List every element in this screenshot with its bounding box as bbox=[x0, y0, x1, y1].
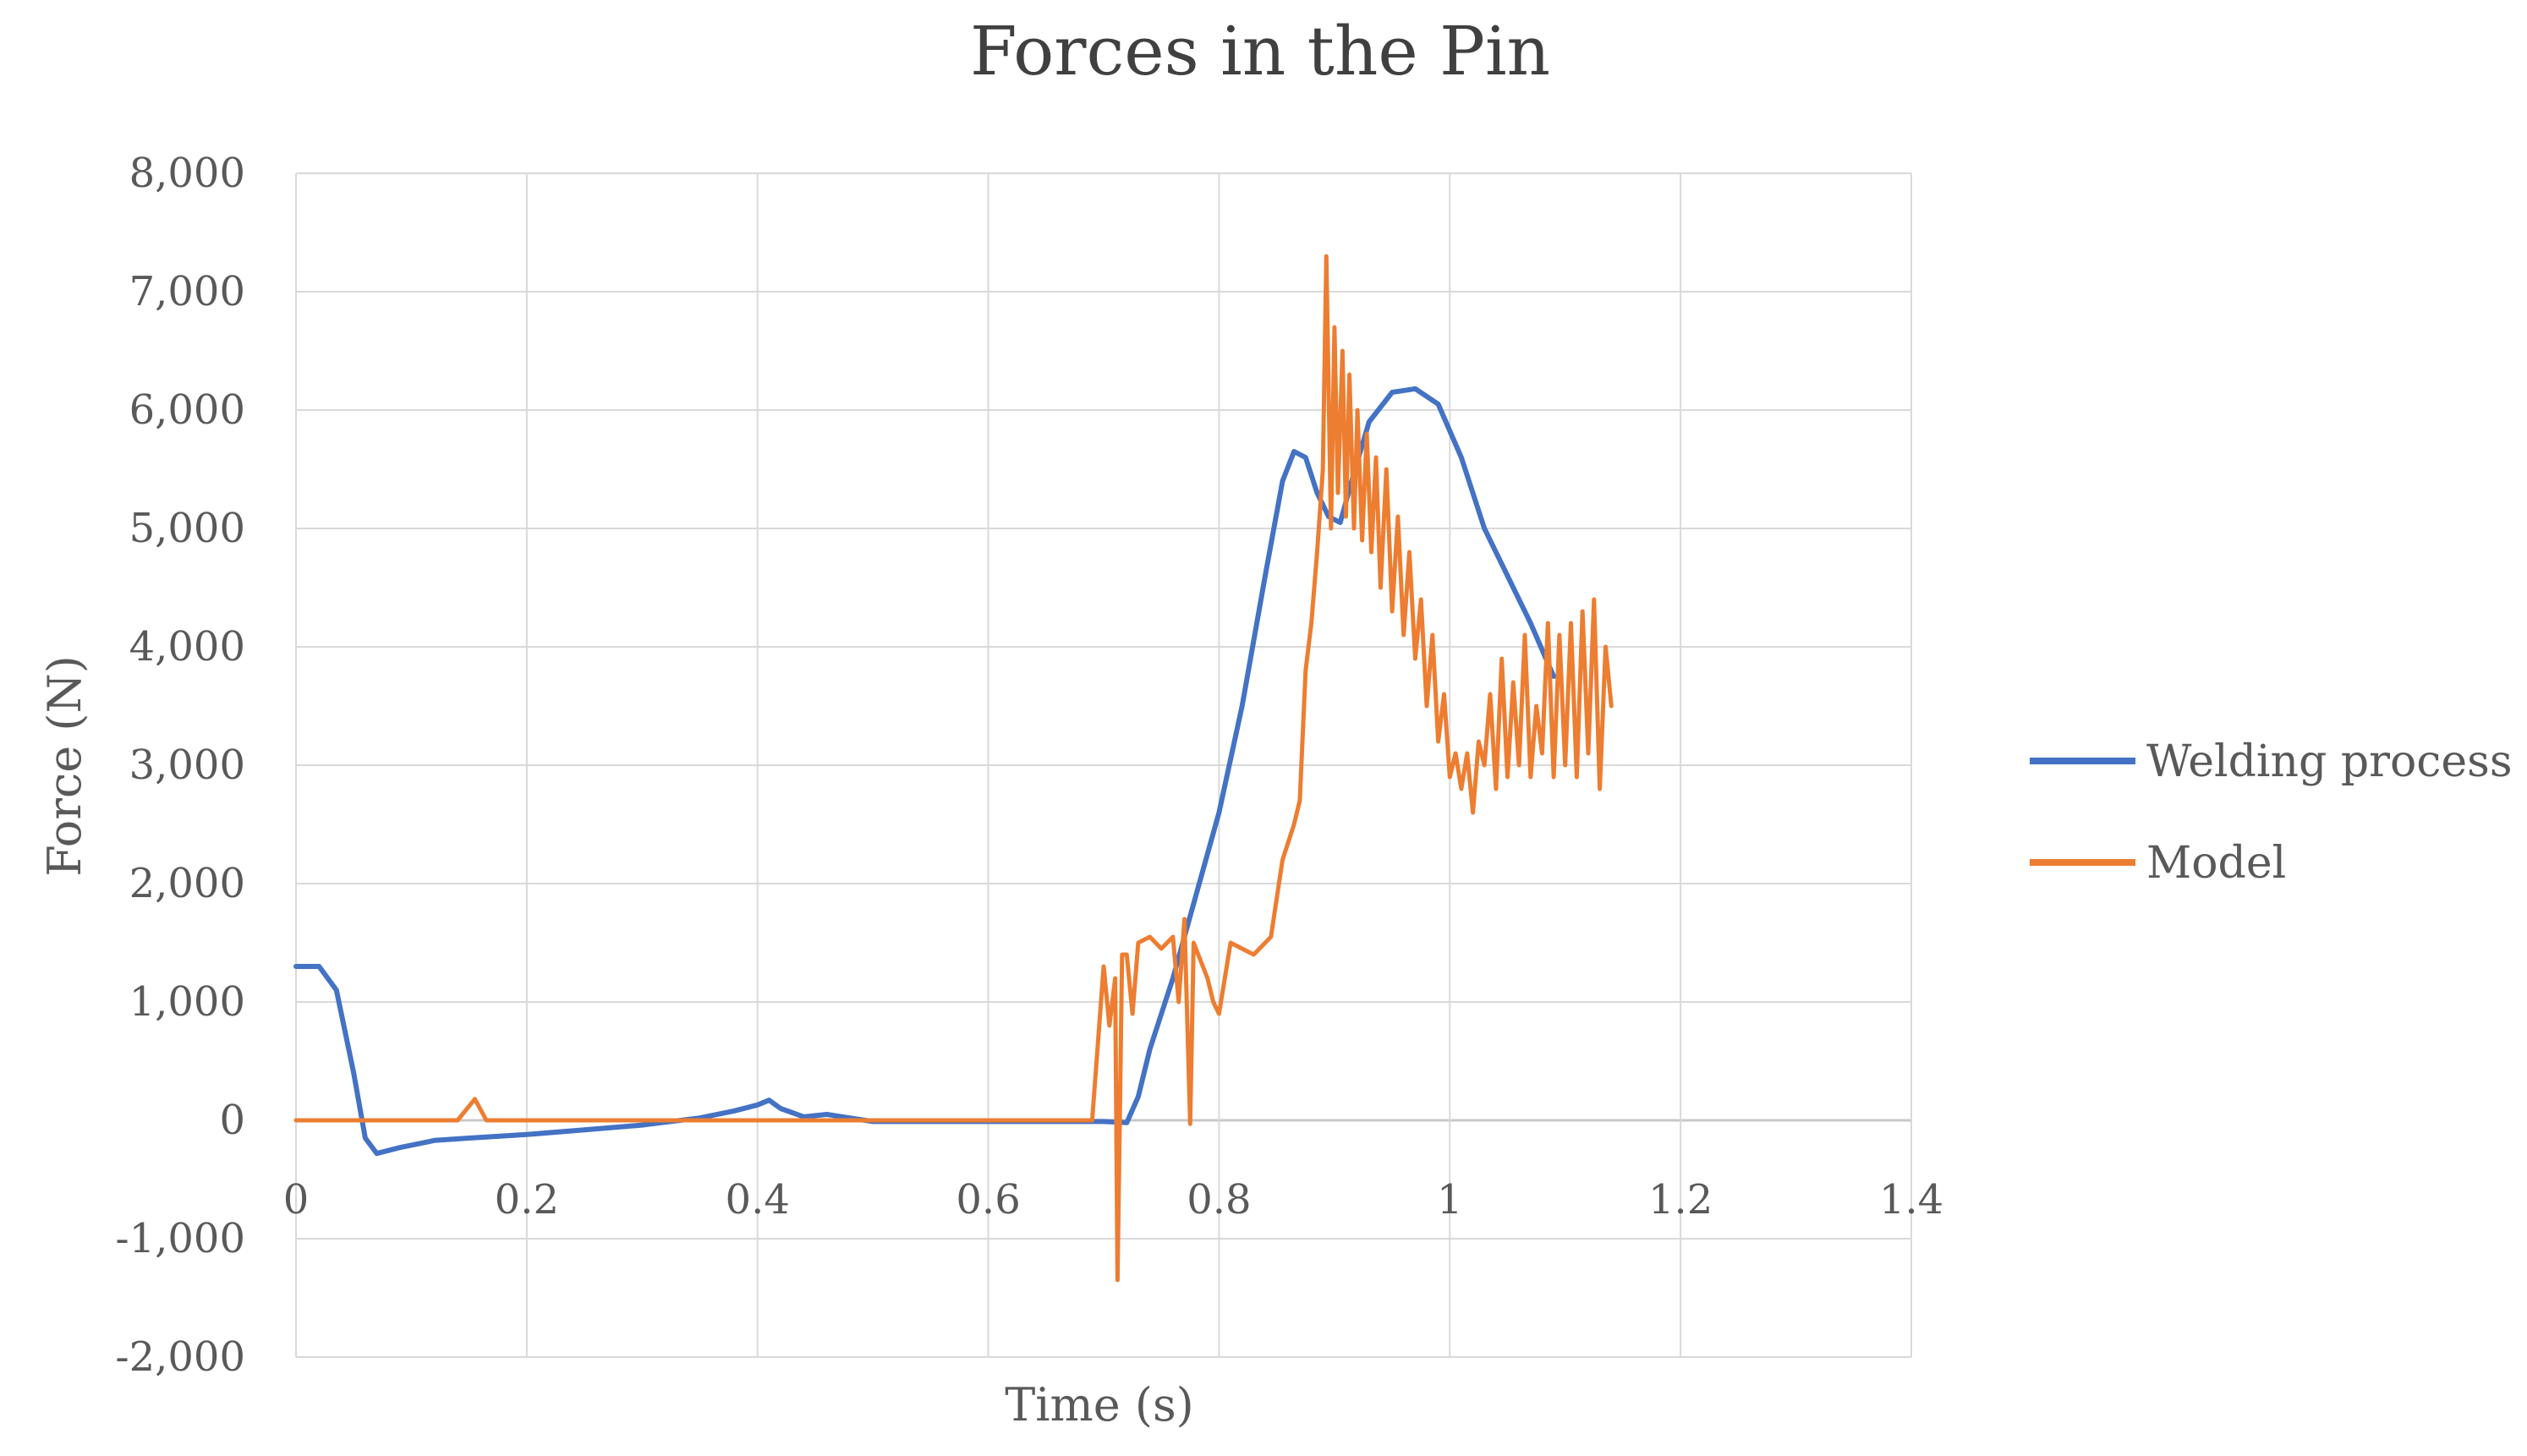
x-tick-label: 0.6 bbox=[956, 1176, 1020, 1223]
x-tick-label: 1.4 bbox=[1879, 1176, 1943, 1223]
x-tick-label: 1.2 bbox=[1648, 1176, 1713, 1223]
y-tick-label: 3,000 bbox=[129, 742, 245, 789]
y-tick-label: 4,000 bbox=[129, 623, 245, 671]
y-tick-label: 2,000 bbox=[129, 860, 245, 907]
legend-item-welding-process: Welding process bbox=[2030, 736, 2513, 787]
legend-label: Welding process bbox=[2146, 736, 2513, 787]
y-tick-label: 1,000 bbox=[129, 978, 245, 1026]
y-tick-label: 5,000 bbox=[129, 505, 245, 552]
x-tick-label: 0.4 bbox=[726, 1176, 790, 1223]
y-tick-label: -1,000 bbox=[115, 1215, 245, 1262]
y-axis-ticks: -2,000 -1,000 0 1,000 2,000 3,000 4,000 5,000 6,… bbox=[115, 150, 245, 1381]
y-tick-label: -2,000 bbox=[115, 1333, 245, 1381]
y-tick-label: 6,000 bbox=[129, 386, 245, 434]
y-axis-title: Force (N) bbox=[38, 655, 91, 877]
legend-label: Model bbox=[2146, 838, 2286, 889]
y-tick-label: 8,000 bbox=[129, 150, 245, 197]
x-axis-ticks: 0 0.2 0.4 0.6 0.8 1 1.2 1.4 bbox=[283, 1176, 1943, 1223]
legend-item-model: Model bbox=[2030, 838, 2286, 889]
y-tick-label: 7,000 bbox=[129, 268, 245, 315]
series-line-welding-process bbox=[293, 386, 1557, 1157]
x-tick-label: 0 bbox=[283, 1176, 310, 1223]
x-tick-label: 0.2 bbox=[495, 1176, 559, 1223]
x-tick-label: 1 bbox=[1437, 1176, 1463, 1223]
chart-title: Forces in the Pin bbox=[970, 12, 1550, 90]
legend: Welding process Model bbox=[2030, 736, 2513, 889]
y-tick-label: 0 bbox=[219, 1097, 245, 1144]
series-lines bbox=[293, 254, 1614, 1283]
x-tick-label: 0.8 bbox=[1187, 1176, 1251, 1223]
x-axis-title: Time (s) bbox=[1005, 1378, 1193, 1431]
series-line-model bbox=[293, 254, 1614, 1283]
